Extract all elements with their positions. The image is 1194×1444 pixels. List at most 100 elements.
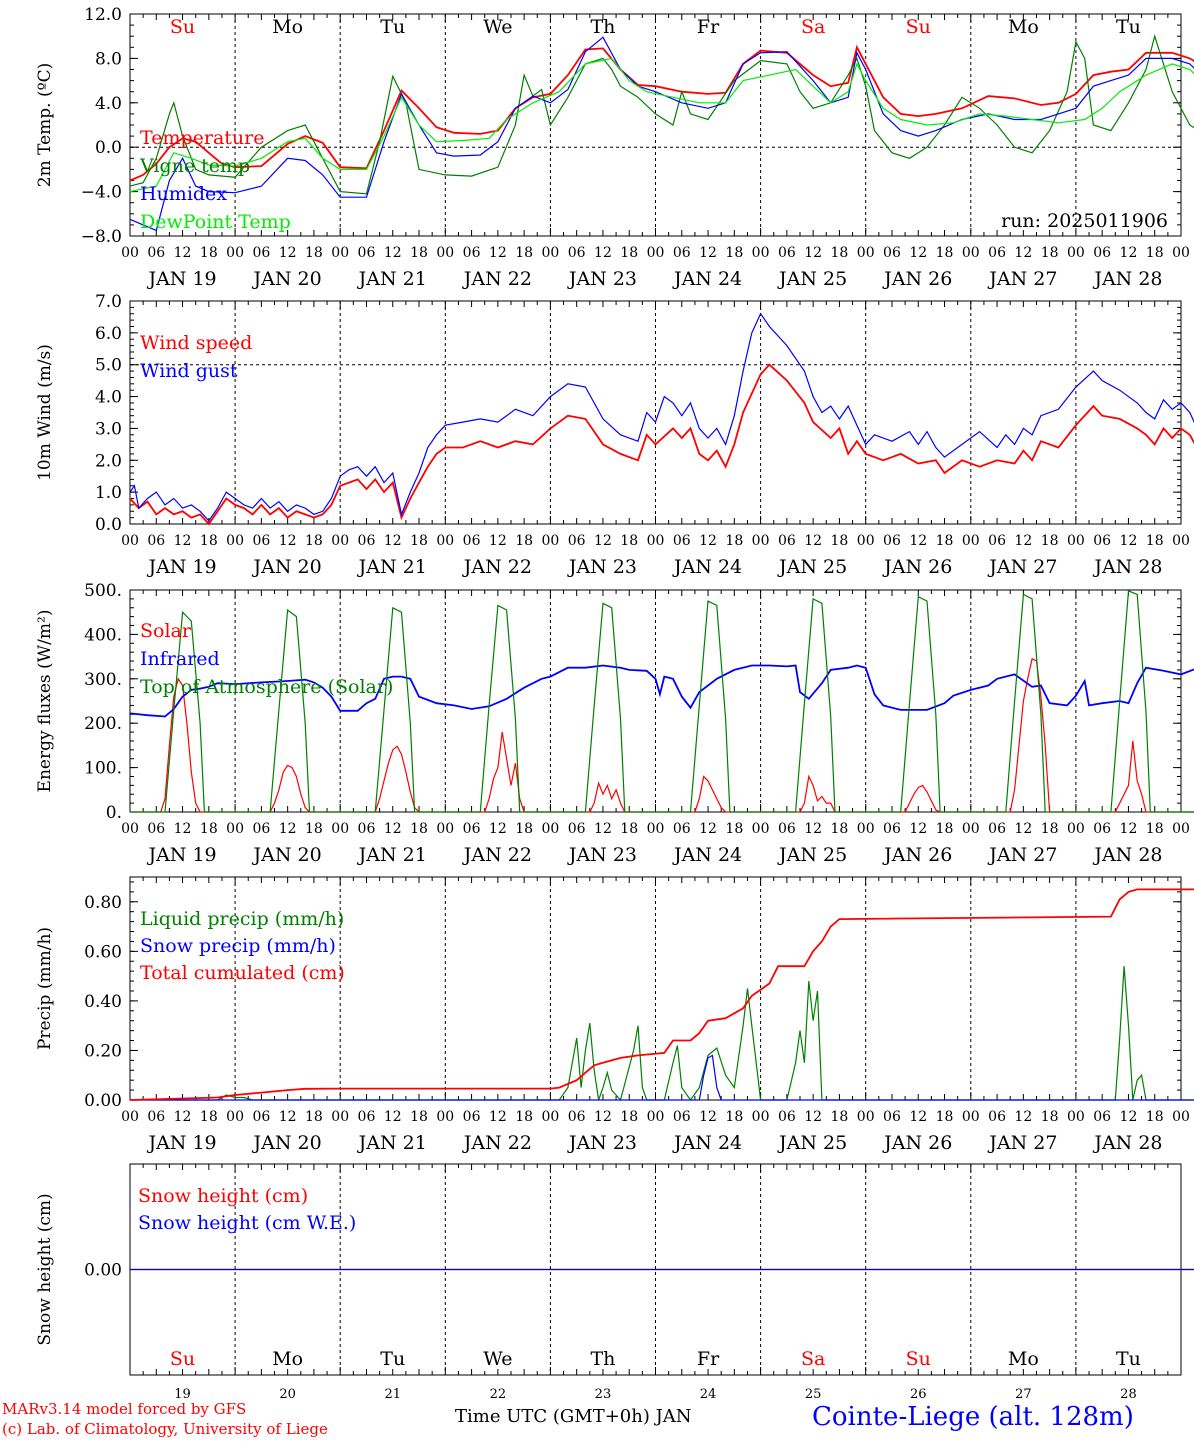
series-line <box>129 888 1194 1101</box>
x-tick-label: 12 <box>1120 245 1138 261</box>
x-tick-label: 18 <box>936 1109 954 1125</box>
x-tick-label: 12 <box>804 1109 822 1125</box>
x-tick-label: 06 <box>778 1109 796 1125</box>
date-label: JAN 26 <box>882 268 952 290</box>
x-tick-label: 00 <box>752 821 770 837</box>
y-tick-label: 6.0 <box>95 324 122 344</box>
x-tick-label: 18 <box>831 533 849 549</box>
y-tick-label: 200. <box>84 714 122 734</box>
x-tick-label: 00 <box>121 533 139 549</box>
bottom-date-label: 26 <box>910 1387 927 1402</box>
legend-entry: Solar <box>140 620 192 642</box>
x-tick-label: 12 <box>1120 1109 1138 1125</box>
bottom-date-label: 20 <box>279 1387 296 1402</box>
date-label: JAN 20 <box>252 844 322 866</box>
series-line <box>129 36 1194 232</box>
date-label: JAN 24 <box>672 844 742 866</box>
x-tick-label: 06 <box>778 821 796 837</box>
x-tick-label: 00 <box>857 821 875 837</box>
day-name-top: Tu <box>1116 16 1141 38</box>
x-tick-label: 00 <box>647 1109 665 1125</box>
x-tick-label: 18 <box>936 821 954 837</box>
date-label: JAN 20 <box>252 268 322 290</box>
x-tick-label: 12 <box>909 533 927 549</box>
x-tick-label: 00 <box>962 1109 980 1125</box>
x-tick-label: 00 <box>647 821 665 837</box>
legend-entry: Wind speed <box>140 332 252 354</box>
x-tick-label: 18 <box>620 821 638 837</box>
x-tick-label: 06 <box>358 821 376 837</box>
date-label: JAN 26 <box>882 844 952 866</box>
x-tick-label: 00 <box>1172 533 1190 549</box>
date-label: JAN 22 <box>462 1132 532 1154</box>
x-tick-label: 12 <box>174 821 192 837</box>
run-label: run: 2025011906 <box>1001 210 1168 232</box>
x-tick-label: 06 <box>252 821 270 837</box>
x-tick-label: 12 <box>174 245 192 261</box>
x-tick-label: 12 <box>594 533 612 549</box>
date-label: JAN 20 <box>252 556 322 578</box>
y-tick-label: 0.0 <box>95 515 122 535</box>
x-tick-label: 12 <box>174 1109 192 1125</box>
x-tick-label: 18 <box>725 245 743 261</box>
x-tick-label: 18 <box>1041 533 1059 549</box>
x-tick-label: 00 <box>752 245 770 261</box>
x-tick-label: 18 <box>305 821 323 837</box>
y-tick-label: 0. <box>106 803 122 823</box>
day-name-top: Th <box>590 16 615 38</box>
x-tick-label: 12 <box>384 245 402 261</box>
x-tick-label: 06 <box>147 821 165 837</box>
x-tick-label: 18 <box>305 1109 323 1125</box>
x-tick-label: 12 <box>909 821 927 837</box>
x-tick-label: 00 <box>121 1109 139 1125</box>
x-tick-label: 06 <box>883 245 901 261</box>
y-axis-label: 10m Wind (m/s) <box>35 344 55 481</box>
x-tick-label: 00 <box>331 821 349 837</box>
day-name-top: Tu <box>380 16 405 38</box>
date-label: JAN 19 <box>146 1132 216 1154</box>
x-tick-label: 06 <box>1093 821 1111 837</box>
x-tick-label: 12 <box>384 533 402 549</box>
y-axis-label: 2m Temp. (ºC) <box>35 63 55 188</box>
x-tick-label: 00 <box>436 1109 454 1125</box>
x-tick-label: 06 <box>883 821 901 837</box>
x-tick-label: 18 <box>1146 821 1164 837</box>
x-tick-label: 00 <box>331 1109 349 1125</box>
x-tick-label: 18 <box>410 533 428 549</box>
x-tick-label: 06 <box>358 1109 376 1125</box>
series-line <box>129 57 1194 193</box>
x-tick-label: 12 <box>594 821 612 837</box>
x-tick-label: 12 <box>489 1109 507 1125</box>
y-tick-label: 300. <box>84 670 122 690</box>
day-name-top: Mo <box>1008 16 1039 38</box>
x-tick-label: 00 <box>436 533 454 549</box>
bottom-date-label: 22 <box>490 1387 507 1402</box>
day-name-bottom: Sa <box>801 1348 825 1370</box>
x-tick-label: 18 <box>515 533 533 549</box>
footer-copyright-line: (c) Lab. of Climatology, University of L… <box>2 1420 328 1438</box>
y-axis-label: Energy fluxes (W/m²) <box>35 610 55 793</box>
x-tick-label: 12 <box>909 245 927 261</box>
x-tick-label: 06 <box>1093 245 1111 261</box>
series-line <box>129 664 1194 718</box>
legend-entry: Wind gust <box>140 360 238 382</box>
x-tick-label: 06 <box>673 245 691 261</box>
x-tick-label: 06 <box>673 1109 691 1125</box>
legend-entry: Temperature <box>140 127 264 149</box>
legend-entry: Infrared <box>140 648 220 670</box>
y-tick-label: 12.0 <box>84 5 122 25</box>
x-tick-label: 00 <box>1067 533 1085 549</box>
x-tick-label: 00 <box>1172 821 1190 837</box>
bottom-date-label: 25 <box>805 1387 822 1402</box>
x-tick-label: 06 <box>883 1109 901 1125</box>
y-tick-label: 3.0 <box>95 419 122 439</box>
x-tick-label: 06 <box>568 1109 586 1125</box>
bottom-date-label: 24 <box>700 1387 717 1402</box>
x-tick-label: 00 <box>436 245 454 261</box>
y-tick-label: 500. <box>84 581 122 601</box>
x-tick-label: 12 <box>804 533 822 549</box>
x-tick-label: 06 <box>463 533 481 549</box>
x-tick-label: 18 <box>831 821 849 837</box>
day-name-top: We <box>483 16 512 38</box>
